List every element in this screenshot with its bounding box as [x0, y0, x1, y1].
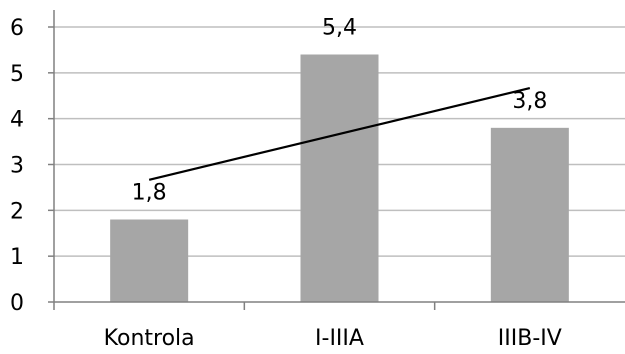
y-tick-label: 4 — [10, 108, 24, 133]
data-label: 5,4 — [322, 16, 357, 41]
x-tick-label: IIIB-IV — [498, 326, 562, 351]
bar-i-iiia — [300, 54, 379, 302]
y-tick-label: 6 — [10, 16, 24, 41]
bar-kontrola — [110, 219, 189, 302]
x-tick-labels: Kontrola I-IIIA IIIB-IV — [104, 326, 562, 351]
y-tick-label: 3 — [10, 154, 24, 179]
y-tick-label: 5 — [10, 62, 24, 87]
data-label: 3,8 — [512, 89, 547, 114]
x-tick-label: Kontrola — [104, 326, 195, 351]
y-tick-label: 2 — [10, 199, 24, 224]
x-tick-label: I-IIIA — [315, 326, 364, 351]
trendline — [148, 87, 531, 181]
data-label: 1,8 — [132, 181, 167, 206]
y-tick-label: 0 — [10, 291, 24, 316]
trendline-group — [148, 87, 531, 181]
data-labels: 1,8 5,4 3,8 — [132, 16, 548, 206]
bar-iiib-iv — [490, 127, 569, 302]
axes — [48, 10, 625, 310]
y-tick-labels: 0 1 2 3 4 5 6 — [10, 16, 24, 316]
bar-series — [110, 54, 569, 302]
y-tick-label: 1 — [10, 245, 24, 270]
